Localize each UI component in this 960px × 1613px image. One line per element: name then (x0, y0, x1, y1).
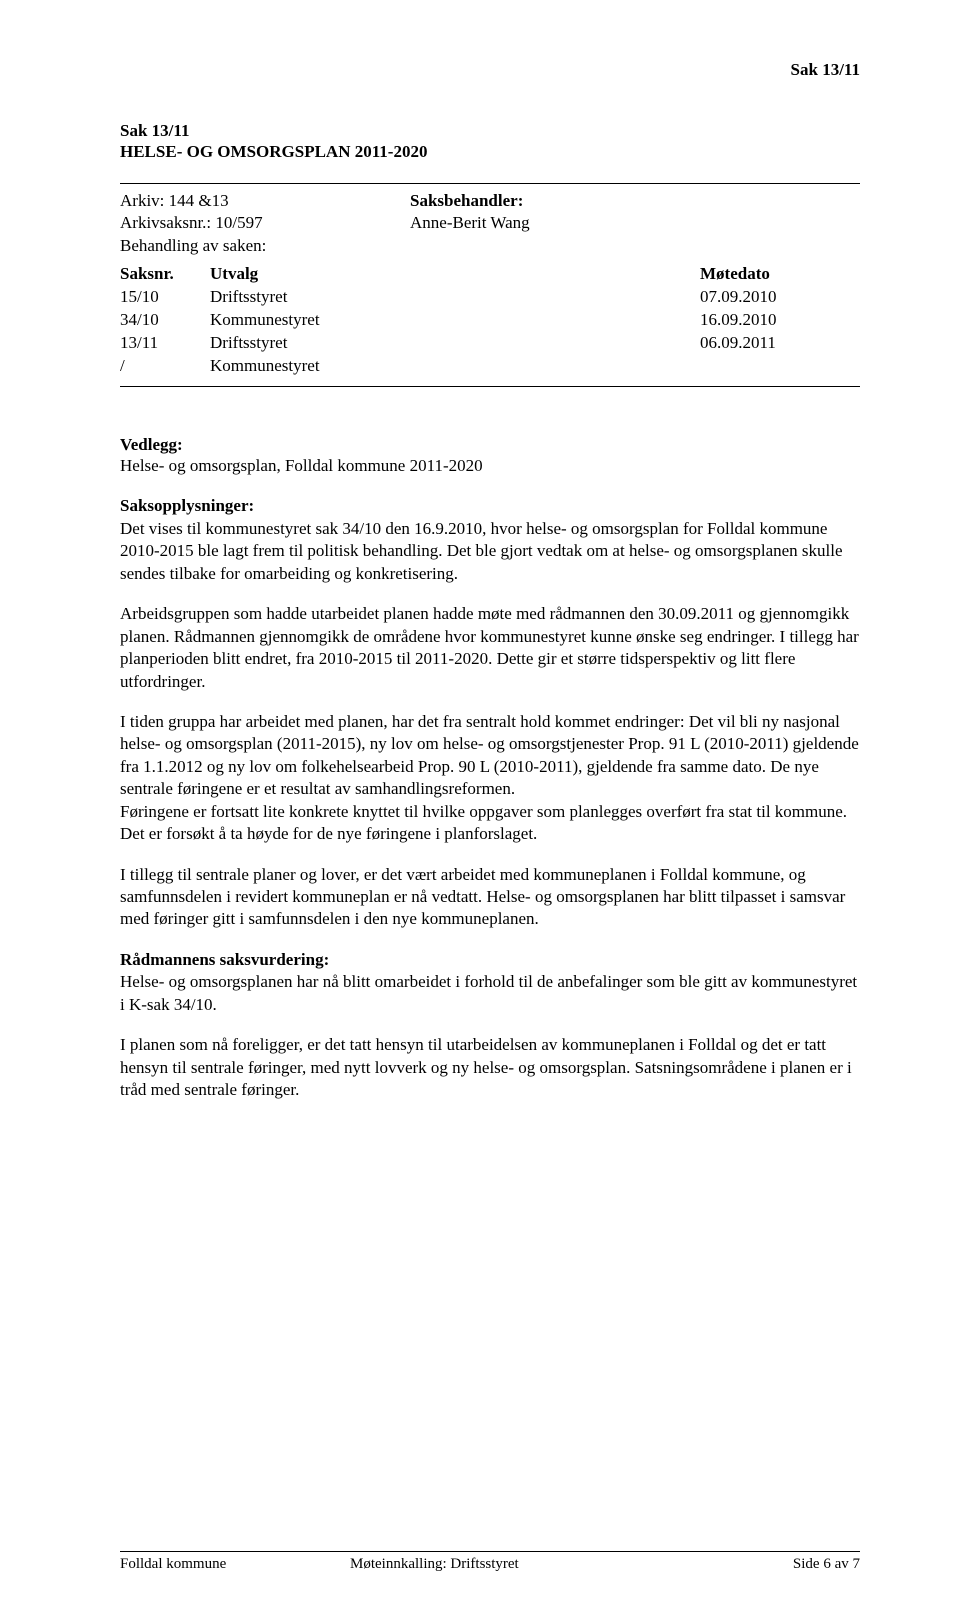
cell-motedato: 16.09.2010 (700, 309, 860, 332)
cell-saksnr: / (120, 355, 210, 378)
paragraph-3: I tiden gruppa har arbeidet med planen, … (120, 711, 860, 801)
footer-left: Folldal kommune (120, 1556, 350, 1573)
cell-utvalg: Kommunestyret (210, 355, 700, 378)
cell-utvalg: Driftsstyret (210, 286, 700, 309)
paragraph-6: I planen som nå foreligger, er det tatt … (120, 1034, 860, 1101)
paragraph-5: Helse- og omsorgsplanen har nå blitt oma… (120, 971, 860, 1016)
cell-saksnr: 15/10 (120, 286, 210, 309)
vedlegg-heading: Vedlegg: (120, 435, 860, 455)
case-title-block: Sak 13/11 HELSE- OG OMSORGSPLAN 2011-202… (120, 120, 860, 163)
cell-motedato (700, 355, 860, 378)
paragraph-1: Det vises til kommunestyret sak 34/10 de… (120, 518, 860, 585)
meta-table: Arkiv: 144 &13 Saksbehandler: Arkivsaksn… (120, 190, 860, 259)
saksbehandler-label: Saksbehandler: (410, 190, 860, 213)
cell-motedato: 06.09.2011 (700, 332, 860, 355)
saksbehandler-name: Anne-Berit Wang (410, 212, 860, 235)
paragraph-2: Arbeidsgruppen som hadde utarbeidet plan… (120, 603, 860, 693)
cell-utvalg: Kommunestyret (210, 309, 700, 332)
saksopplysninger-heading: Saksopplysninger: (120, 496, 254, 515)
arkiv-label: Arkiv: 144 &13 (120, 190, 410, 213)
committee-row: 34/10 Kommunestyret 16.09.2010 (120, 309, 860, 332)
vedlegg-text: Helse- og omsorgsplan, Folldal kommune 2… (120, 455, 860, 477)
footer-right: Side 6 av 7 (740, 1556, 860, 1573)
committee-row: / Kommunestyret (120, 355, 860, 378)
case-number: Sak 13/11 (120, 120, 860, 141)
page-footer: Folldal kommune Møteinnkalling: Driftsst… (120, 1551, 860, 1573)
cell-saksnr: 13/11 (120, 332, 210, 355)
behandling-label: Behandling av saken: (120, 235, 410, 258)
committee-header-row: Saksnr. Utvalg Møtedato (120, 263, 860, 286)
cell-saksnr: 34/10 (120, 309, 210, 332)
footer-center: Møteinnkalling: Driftsstyret (350, 1556, 740, 1573)
committee-table: Saksnr. Utvalg Møtedato 15/10 Driftsstyr… (120, 263, 860, 378)
col-header-saksnr: Saksnr. (120, 263, 210, 286)
cell-motedato: 07.09.2010 (700, 286, 860, 309)
case-title: HELSE- OG OMSORGSPLAN 2011-2020 (120, 141, 860, 162)
radmann-heading: Rådmannens saksvurdering: (120, 950, 329, 969)
divider-committee (120, 386, 860, 387)
col-header-utvalg: Utvalg (210, 263, 700, 286)
committee-row: 15/10 Driftsstyret 07.09.2010 (120, 286, 860, 309)
page-header-right: Sak 13/11 (120, 60, 860, 80)
divider-top (120, 183, 860, 184)
cell-utvalg: Driftsstyret (210, 332, 700, 355)
paragraph-4: I tillegg til sentrale planer og lover, … (120, 864, 860, 931)
col-header-motedato: Møtedato (700, 263, 860, 286)
paragraph-3b: Føringene er fortsatt lite konkrete knyt… (120, 801, 860, 846)
committee-row: 13/11 Driftsstyret 06.09.2011 (120, 332, 860, 355)
arkivsaksnr-label: Arkivsaksnr.: 10/597 (120, 212, 410, 235)
